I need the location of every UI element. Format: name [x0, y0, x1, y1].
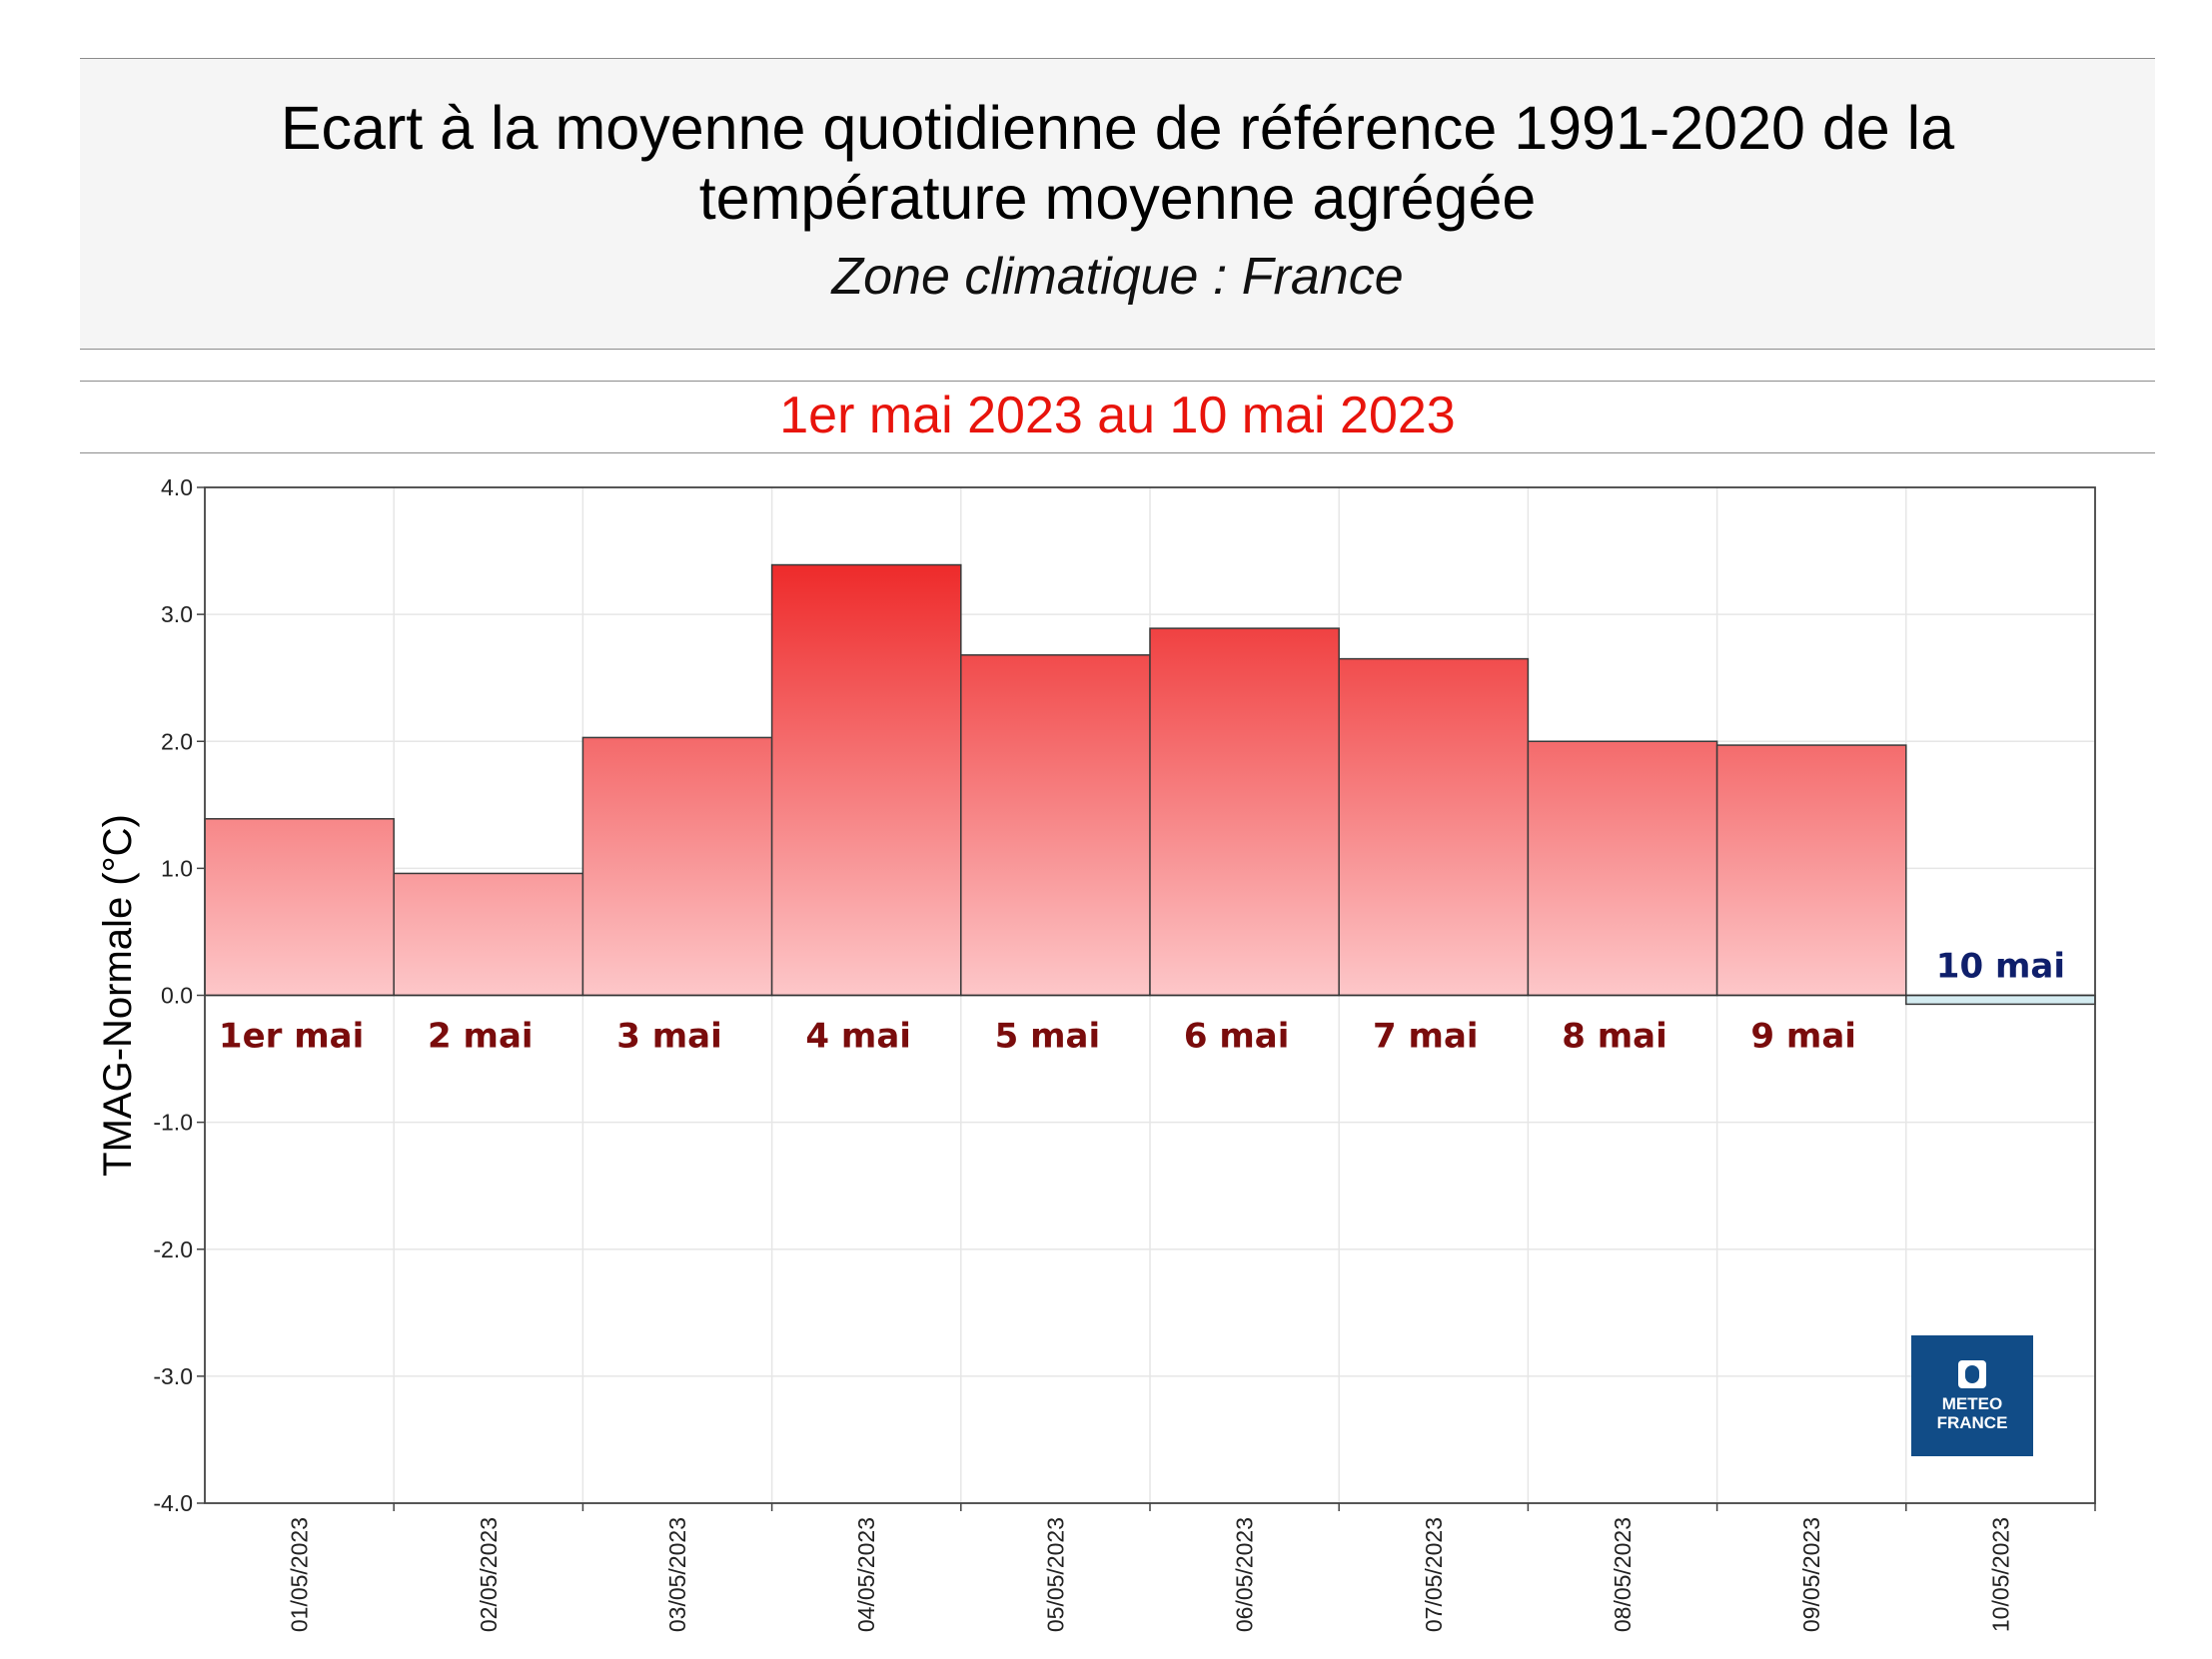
- x-tick-label: 02/05/2023: [476, 1517, 502, 1632]
- logo-text-meteo: METEO: [1941, 1394, 2003, 1413]
- meteo-france-logo: METEO FRANCE: [1911, 1335, 2033, 1456]
- bar-day-label: 1er mai: [219, 1017, 364, 1057]
- bar-day-label: 7 mai: [1373, 1017, 1479, 1057]
- meteo-france-emblem-icon: [1958, 1360, 1986, 1388]
- x-tick-label: 05/05/2023: [1042, 1517, 1068, 1632]
- bar: [204, 818, 395, 997]
- x-tick-label: 10/05/2023: [1987, 1517, 2013, 1632]
- bars: [204, 563, 2096, 1006]
- x-tick-label: 03/05/2023: [664, 1517, 690, 1632]
- x-tick-label: 04/05/2023: [853, 1517, 879, 1632]
- bar-day-label: 9 mai: [1750, 1017, 1856, 1057]
- y-tick-label: 1.0: [161, 855, 193, 881]
- bar: [1338, 657, 1530, 997]
- y-tick-label: -2.0: [153, 1237, 193, 1262]
- y-tick-label: 0.0: [161, 983, 193, 1009]
- y-axis-title: TMAG-Normale (°C): [96, 814, 140, 1177]
- bar-labels: 1er mai 2 mai 3 mai 4 mai 5 mai 6 mai 7 mai 8 m…: [219, 947, 2065, 1057]
- bar: [1527, 740, 1718, 997]
- logo-text-france: FRANCE: [1936, 1413, 2008, 1432]
- x-tick-label: 06/05/2023: [1232, 1517, 1258, 1632]
- y-tick-label: -3.0: [153, 1363, 193, 1389]
- x-tick-label: 08/05/2023: [1610, 1517, 1636, 1632]
- y-tick-label: 2.0: [161, 728, 193, 754]
- y-tick-label: 3.0: [161, 601, 193, 627]
- period-label: 1er mai 2023 au 10 mai 2023: [779, 387, 1456, 444]
- bar: [393, 872, 584, 997]
- bar-day-label: 6 mai: [1184, 1017, 1290, 1057]
- bar: [960, 654, 1151, 997]
- chart-title-line-2: température moyenne agrégée: [698, 164, 1537, 232]
- chart-title-line-1: Ecart à la moyenne quotidienne de référe…: [280, 94, 1955, 162]
- bar: [1149, 627, 1340, 997]
- x-tick-label: 09/05/2023: [1798, 1517, 1824, 1632]
- period-panel: 1er mai 2023 au 10 mai 2023: [80, 381, 2155, 453]
- axes: 4.0 3.0 2.0 1.0 0.0 -1.0 -2.0 -3.0 -4.0 TMAG-Norm…: [96, 474, 2096, 1632]
- y-tick-label: -1.0: [153, 1110, 193, 1136]
- bar-day-label: 3 mai: [616, 1017, 722, 1057]
- bar-day-label: 5 mai: [995, 1017, 1101, 1057]
- bar: [1715, 744, 1907, 997]
- y-tick-label: 4.0: [161, 474, 193, 500]
- bar-day-label: 10 mai: [1936, 947, 2065, 987]
- bar: [1905, 994, 2096, 1006]
- bar: [770, 563, 962, 997]
- x-tick-label: 07/05/2023: [1421, 1517, 1447, 1632]
- bar-day-label: 8 mai: [1562, 1017, 1667, 1057]
- bar-day-label: 4 mai: [805, 1017, 911, 1057]
- x-tick-label: 01/05/2023: [287, 1517, 313, 1632]
- title-panel: Ecart à la moyenne quotidienne de référe…: [80, 58, 2155, 350]
- chart-subtitle: Zone climatique : France: [831, 248, 1404, 306]
- y-tick-label: -4.0: [153, 1490, 193, 1516]
- bar: [581, 736, 773, 997]
- bar-day-label: 2 mai: [428, 1017, 534, 1057]
